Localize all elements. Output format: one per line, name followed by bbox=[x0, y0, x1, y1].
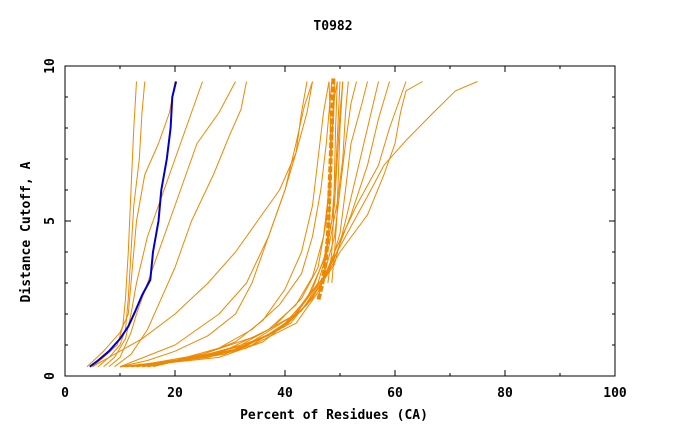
series-line-m07 bbox=[119, 81, 308, 368]
series-line-m21 bbox=[152, 81, 478, 368]
x-tick-label: 60 bbox=[387, 386, 403, 401]
series-line-m11 bbox=[125, 81, 335, 368]
y-axis-label: Distance Cutoff, A bbox=[19, 161, 34, 302]
series-layer bbox=[86, 78, 478, 368]
series-line-highlight bbox=[89, 81, 178, 368]
series-line-m25 bbox=[327, 81, 338, 284]
x-axis-label: Percent of Residues (CA) bbox=[240, 408, 428, 423]
series-line-m19 bbox=[147, 81, 407, 368]
series-line-m15 bbox=[136, 81, 357, 368]
axes: 0 20 40 60 80 100 0 5 10 bbox=[43, 58, 627, 401]
y-tick-label: 5 bbox=[43, 217, 58, 225]
y-tick-label: 0 bbox=[43, 372, 58, 380]
x-tick-label: 20 bbox=[167, 386, 183, 401]
series-line-m02 bbox=[97, 81, 146, 368]
chart-title: T0982 bbox=[313, 19, 352, 34]
series-line-m06 bbox=[114, 81, 247, 368]
y-tick-label: 10 bbox=[43, 58, 58, 74]
series-line-m22 bbox=[92, 81, 313, 368]
x-tick-label: 80 bbox=[497, 386, 513, 401]
x-tick-label: 100 bbox=[603, 386, 627, 401]
series-line-m14 bbox=[130, 81, 349, 368]
series-line-m04 bbox=[103, 81, 203, 368]
series-line-m23 bbox=[119, 81, 313, 368]
series-line-m26 bbox=[331, 81, 344, 284]
series-line-m09 bbox=[119, 81, 333, 368]
series-line-m20 bbox=[147, 81, 423, 368]
x-tick-label: 40 bbox=[277, 386, 293, 401]
series-line-m17 bbox=[141, 81, 379, 368]
series-line-band bbox=[316, 78, 336, 303]
series-line-m05 bbox=[108, 81, 236, 368]
series-line-m03 bbox=[86, 81, 176, 368]
series-line-m13 bbox=[130, 81, 344, 368]
series-line-m08 bbox=[119, 81, 330, 368]
x-tick-label: 0 bbox=[61, 386, 69, 401]
